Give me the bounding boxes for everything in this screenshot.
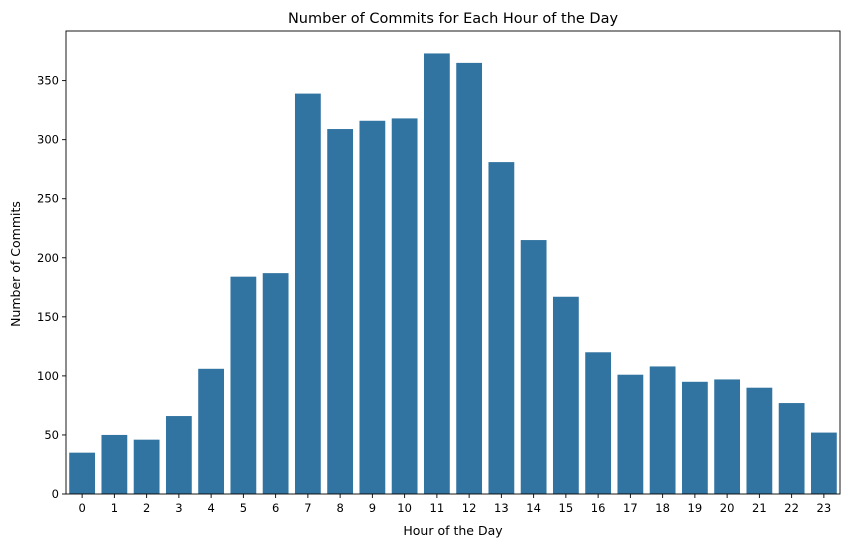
bar-hour-2 xyxy=(133,439,160,494)
x-tick-label: 6 xyxy=(272,501,279,515)
chart-title: Number of Commits for Each Hour of the D… xyxy=(288,11,619,27)
x-tick-label: 21 xyxy=(752,501,767,515)
plot-frame xyxy=(65,30,841,495)
bar-hour-22 xyxy=(778,403,805,494)
bar-hour-10 xyxy=(391,118,418,495)
bar-hour-21 xyxy=(746,387,773,494)
y-tick-label: 250 xyxy=(37,192,59,206)
bar-hour-15 xyxy=(552,296,579,494)
bar-hour-5 xyxy=(230,276,257,494)
x-axis-label: Hour of the Day xyxy=(403,523,503,538)
y-tick-label: 0 xyxy=(52,487,59,501)
x-tick-label: 0 xyxy=(78,501,85,515)
bar-hour-20 xyxy=(714,379,741,494)
bar-hour-19 xyxy=(681,381,708,494)
x-axis: 0 1 2 3 4 5 6 7 8 9 10 11 12 13 14 15 16 17 18 19 20 21 22 23 xyxy=(78,494,831,515)
x-tick-label: 11 xyxy=(430,501,445,515)
bar-hour-6 xyxy=(262,273,289,494)
bar-hour-1 xyxy=(101,434,128,494)
x-tick-label: 1 xyxy=(111,501,118,515)
y-tick-label: 100 xyxy=(37,369,59,383)
x-tick-label: 16 xyxy=(591,501,606,515)
x-tick-label: 12 xyxy=(462,501,477,515)
plot-area xyxy=(65,30,841,495)
x-tick-label: 7 xyxy=(304,501,311,515)
y-axis: 0 50 100 150 200 250 300 350 xyxy=(37,74,66,501)
x-tick-label: 3 xyxy=(175,501,182,515)
bar-hour-13 xyxy=(488,162,515,494)
y-axis-label: Number of Commits xyxy=(8,201,23,327)
bar-hour-17 xyxy=(617,374,644,494)
y-tick-label: 150 xyxy=(37,310,59,324)
x-tick-label: 10 xyxy=(397,501,412,515)
y-tick-label: 300 xyxy=(37,133,59,147)
bar-hour-14 xyxy=(520,240,547,494)
x-tick-label: 5 xyxy=(240,501,247,515)
x-tick-label: 14 xyxy=(526,501,541,515)
y-tick-label: 50 xyxy=(44,428,59,442)
x-tick-label: 22 xyxy=(784,501,799,515)
x-tick-label: 9 xyxy=(369,501,376,515)
x-tick-label: 18 xyxy=(655,501,670,515)
bar-hour-12 xyxy=(456,62,483,494)
bar-hour-16 xyxy=(585,352,612,494)
bar-hour-7 xyxy=(294,93,321,494)
x-tick-label: 17 xyxy=(623,501,638,515)
bar-hour-11 xyxy=(423,53,450,494)
bar-hour-8 xyxy=(327,129,354,494)
x-tick-label: 4 xyxy=(207,501,214,515)
bar-hour-4 xyxy=(198,368,225,494)
bar-hour-3 xyxy=(165,416,192,494)
x-tick-label: 15 xyxy=(559,501,574,515)
x-tick-label: 13 xyxy=(494,501,509,515)
bar-hour-9 xyxy=(359,120,386,495)
bar-hour-23 xyxy=(810,432,837,494)
x-tick-label: 20 xyxy=(720,501,735,515)
bar-hour-0 xyxy=(69,452,96,494)
y-tick-label: 200 xyxy=(37,251,59,265)
x-tick-label: 8 xyxy=(336,501,343,515)
x-tick-label: 2 xyxy=(143,501,150,515)
x-tick-label: 19 xyxy=(688,501,703,515)
bar-hour-18 xyxy=(649,366,676,494)
y-tick-label: 350 xyxy=(37,74,59,88)
x-tick-label: 23 xyxy=(817,501,832,515)
